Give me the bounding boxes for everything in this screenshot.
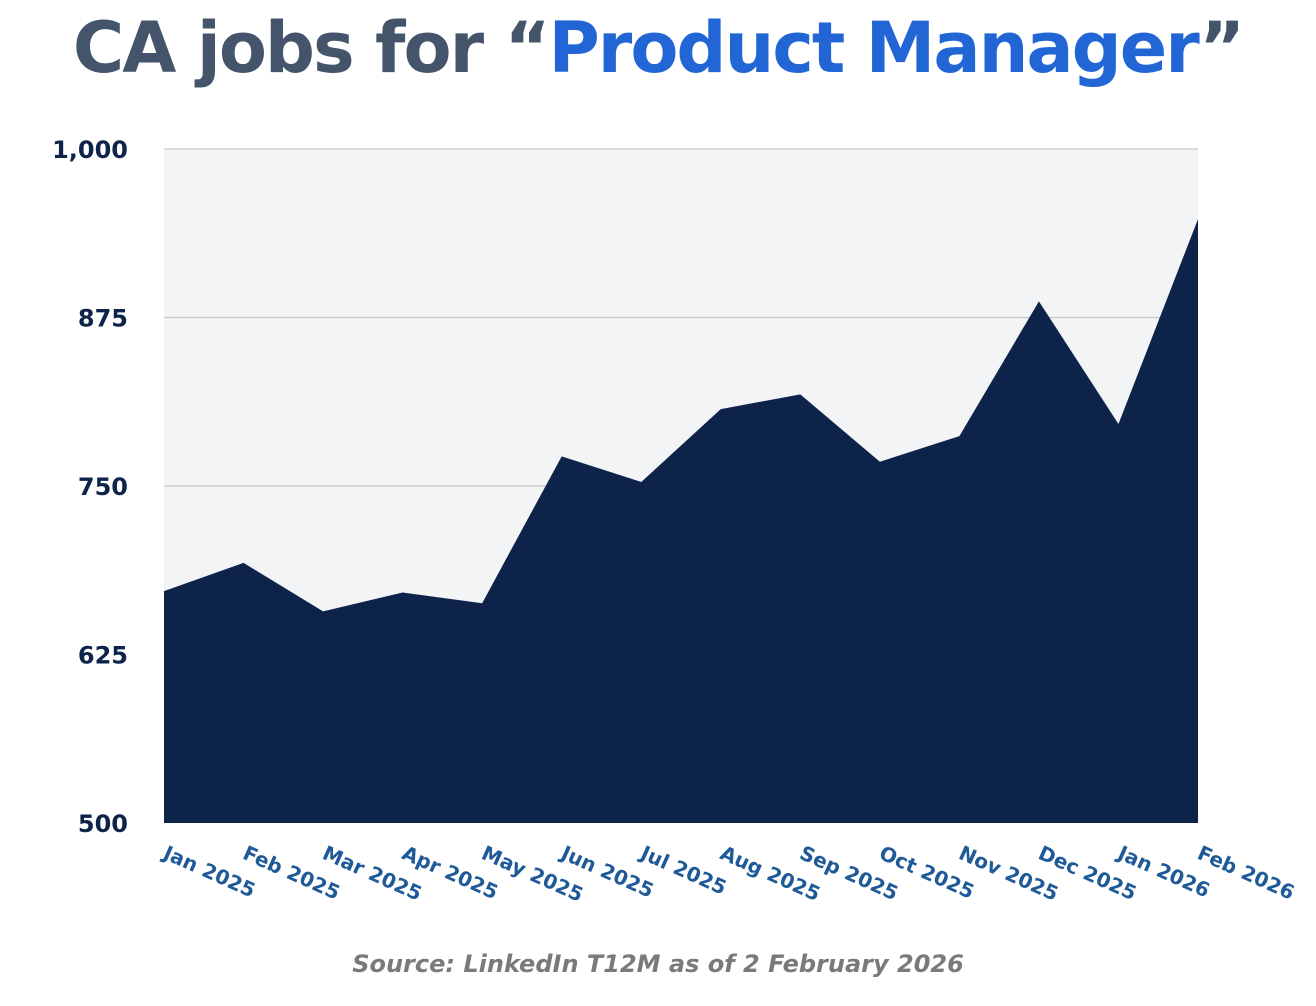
data-point-9: [798, 392, 802, 396]
source-note: Source: LinkedIn T12M as of 2 February 2…: [352, 950, 964, 978]
title-highlight: Product Manager: [548, 7, 1202, 89]
area-series: [164, 219, 1198, 823]
data-point-7: [639, 480, 643, 484]
data-point-3: [321, 609, 325, 613]
title-suffix: ”: [1199, 7, 1245, 89]
x-tick-label-14: Feb 2026: [1194, 841, 1298, 905]
data-point-12: [1037, 299, 1041, 303]
y-tick-label-1: 875: [78, 305, 128, 333]
x-tick-label-1: Jan 2025: [158, 840, 259, 903]
chart-title: CA jobs for “Product Manager”: [0, 0, 1316, 96]
data-point-4: [401, 590, 405, 594]
data-point-6: [560, 454, 564, 458]
y-tick-label-2: 750: [78, 473, 128, 501]
y-tick-label-3: 625: [78, 642, 128, 670]
data-point-2: [242, 561, 246, 565]
data-point-1: [162, 589, 166, 593]
data-point-8: [719, 407, 723, 411]
data-point-14: [1196, 217, 1200, 221]
y-tick-label-4: 500: [78, 810, 128, 838]
y-tick-label-0: 1,000: [52, 136, 128, 164]
data-point-11: [957, 434, 961, 438]
title-prefix: CA jobs for “: [72, 7, 551, 89]
data-point-13: [1116, 422, 1120, 426]
data-point-5: [480, 601, 484, 605]
data-point-10: [878, 460, 882, 464]
